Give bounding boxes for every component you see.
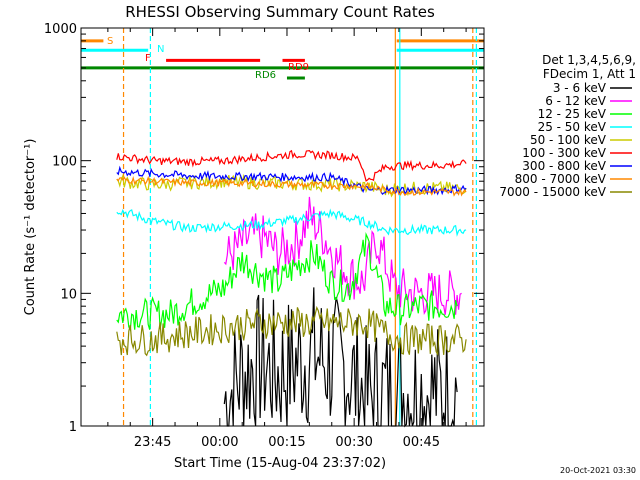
- series-group: [116, 149, 467, 428]
- flag-label: N: [157, 44, 164, 55]
- series-line: [116, 165, 467, 196]
- legend-header: Det 1,3,4,5,6,9,: [542, 53, 636, 67]
- series-line: [223, 287, 458, 428]
- series-line: [116, 149, 467, 182]
- flag-label: RD9: [288, 62, 309, 73]
- y-tick-label: 10: [60, 287, 77, 302]
- y-tick-label: 100: [52, 155, 77, 170]
- legend: Det 1,3,4,5,6,9,FDecim 1, Att 13 - 6 keV…: [499, 53, 636, 199]
- chart-title: RHESSI Observing Summary Count Rates: [125, 3, 435, 21]
- x-tick-label: 00:30: [335, 435, 372, 450]
- legend-entry: 7000 - 15000 keV: [499, 185, 606, 199]
- legend-entry: 12 - 25 keV: [538, 107, 607, 121]
- legend-entry: 50 - 100 keV: [530, 133, 607, 147]
- legend-entry: 300 - 800 keV: [522, 159, 606, 173]
- vertical-markers: [122, 28, 477, 426]
- legend-header: FDecim 1, Att 1: [543, 67, 636, 81]
- x-tick-label: 00:15: [268, 435, 305, 450]
- legend-entry: 6 - 12 keV: [545, 94, 607, 108]
- series-line: [116, 232, 458, 332]
- legend-entry: 25 - 50 keV: [538, 120, 607, 134]
- legend-entry: 3 - 6 keV: [553, 81, 607, 95]
- flag-label: RD6: [255, 70, 276, 81]
- footer-timestamp: 20-Oct-2021 03:30: [560, 466, 636, 475]
- series-line: [116, 175, 467, 197]
- y-tick-label: 1: [69, 420, 77, 435]
- y-axis-label: Count Rate (s⁻¹ detector⁻¹): [23, 139, 38, 316]
- legend-entry: 800 - 7000 keV: [515, 172, 607, 186]
- plot-frame: [80, 27, 485, 427]
- y-tick-label: 1000: [44, 22, 77, 37]
- x-tick-label: 00:00: [201, 435, 238, 450]
- x-axis: 23:45 00:00 00:15 00:30 00:45: [107, 28, 467, 450]
- flag-label: F: [145, 53, 151, 64]
- series-line: [116, 208, 467, 237]
- legend-entry: 100 - 300 keV: [522, 146, 606, 160]
- flag-label: S: [107, 36, 113, 47]
- y-axis: 1 10 100 1000: [44, 22, 484, 435]
- x-tick-label: 00:45: [403, 435, 440, 450]
- flags-group: S NF RD9 RD6: [81, 36, 484, 81]
- series-line: [116, 305, 467, 357]
- x-axis-label: Start Time (15-Aug-04 23:37:02): [174, 456, 386, 471]
- x-tick-label: 23:45: [134, 435, 171, 450]
